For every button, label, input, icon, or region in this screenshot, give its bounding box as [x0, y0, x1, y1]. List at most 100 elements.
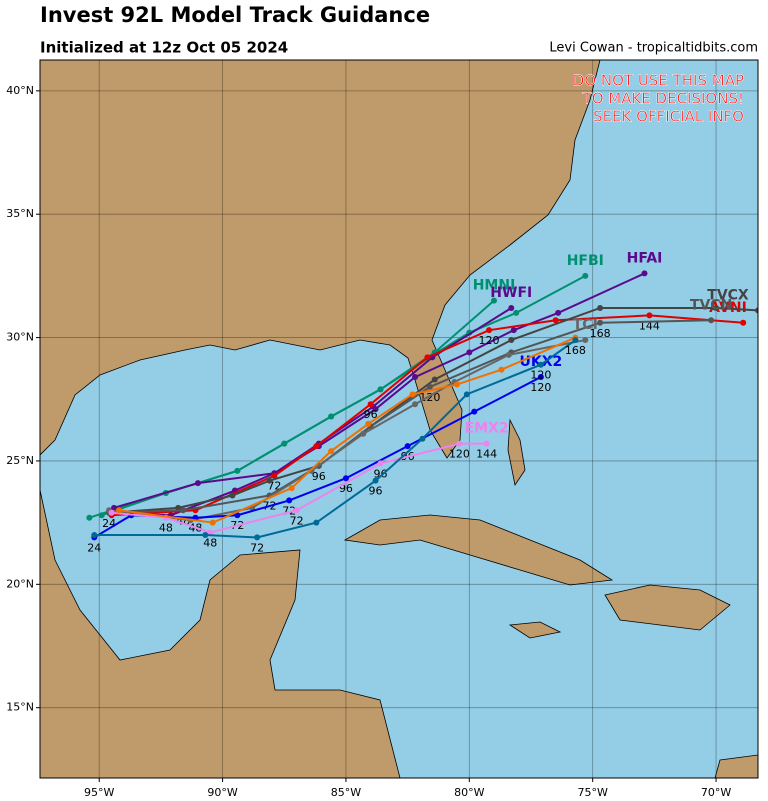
- track-point: [483, 440, 490, 447]
- track-point: [463, 391, 470, 398]
- model-name: HMNI: [473, 278, 516, 294]
- track-point: [328, 413, 335, 420]
- y-tick-label: 25°N: [6, 454, 34, 467]
- track-point: [91, 531, 98, 538]
- hour-label: 96: [373, 467, 387, 480]
- land: [40, 60, 758, 778]
- x-tick-label: 95°W: [84, 786, 114, 799]
- track-point: [229, 492, 236, 499]
- hour-label: 144: [476, 448, 497, 461]
- track-point: [755, 307, 758, 314]
- hour-label: 48: [203, 536, 217, 549]
- hour-label: 96: [312, 470, 326, 483]
- track-point: [234, 467, 241, 474]
- track-point: [254, 534, 261, 541]
- title: Invest 92L Model Track Guidance: [40, 3, 430, 27]
- track-point: [281, 440, 288, 447]
- track-point: [111, 504, 118, 511]
- hour-label: 72: [282, 504, 296, 517]
- track-point: [582, 272, 589, 279]
- track-point: [293, 507, 300, 514]
- track-point: [597, 319, 604, 326]
- track-point: [513, 309, 520, 316]
- hour-label: 120: [449, 448, 470, 461]
- track-point: [377, 460, 384, 467]
- track-point: [508, 337, 515, 344]
- x-tick-label: 80°W: [454, 786, 484, 799]
- track-point: [209, 519, 216, 526]
- hour-label: 120: [530, 381, 551, 394]
- y-tick-label: 40°N: [6, 84, 34, 97]
- track-point: [582, 337, 589, 344]
- hour-label: 120: [419, 391, 440, 404]
- track-point: [266, 477, 273, 484]
- y-tick-label: 20°N: [6, 577, 34, 590]
- y-tick-label: 35°N: [6, 207, 34, 220]
- track-point: [572, 337, 579, 344]
- track-point: [409, 391, 416, 398]
- track-point: [372, 477, 379, 484]
- track-point: [288, 485, 295, 492]
- frame: [39, 59, 759, 779]
- track-point: [424, 354, 431, 361]
- track-point: [471, 408, 478, 415]
- track-point: [412, 374, 419, 381]
- warning: DO NOT USE THIS MAP: [573, 72, 744, 90]
- y-tick-label: 15°N: [6, 701, 34, 714]
- track-point: [453, 381, 460, 388]
- model-name: TVCX: [707, 287, 749, 303]
- hour-label: 168: [590, 327, 611, 340]
- hour-label: 96: [364, 408, 378, 421]
- track-point: [597, 304, 604, 311]
- track-point: [510, 327, 517, 334]
- x-tick-label: 70°W: [701, 786, 731, 799]
- track-point: [552, 317, 559, 324]
- track-point: [537, 361, 544, 368]
- hour-label: 96: [369, 485, 383, 498]
- hour-label: 72: [250, 541, 264, 554]
- track-point: [313, 519, 320, 526]
- model-name: HWFI: [490, 285, 532, 301]
- hour-label: 24: [87, 541, 101, 554]
- track-line: [111, 314, 744, 517]
- track-point: [708, 317, 715, 324]
- track-point: [286, 497, 293, 504]
- track-point: [202, 531, 209, 538]
- hour-label: 120: [479, 334, 500, 347]
- track-point: [641, 270, 648, 277]
- credit: Levi Cowan - tropicaltidbits.com: [549, 41, 758, 56]
- track-point: [194, 480, 201, 487]
- hour-label: 120: [530, 369, 551, 382]
- track-point: [713, 304, 720, 311]
- track-point: [404, 443, 411, 450]
- y-tick-label: 30°N: [6, 331, 34, 344]
- track-point: [740, 319, 747, 326]
- track-point: [234, 512, 241, 519]
- track-point: [365, 420, 372, 427]
- model-name: EMX2: [465, 421, 509, 437]
- track-point: [377, 386, 384, 393]
- track-point: [456, 440, 463, 447]
- hour-label: 72: [290, 514, 304, 527]
- track-point: [207, 529, 214, 536]
- warning: TO MAKE DECISIONS!: [582, 90, 744, 108]
- track-point: [367, 401, 374, 408]
- track-point: [360, 430, 367, 437]
- x-tick-label: 90°W: [207, 786, 237, 799]
- model-name: HFBI: [567, 253, 604, 269]
- track-point: [646, 312, 653, 319]
- track-point: [508, 304, 515, 311]
- model-name: TVCN: [690, 297, 732, 313]
- warning: SEEK OFFICIAL INFO: [593, 108, 744, 126]
- model-name: TCI: [573, 317, 598, 333]
- track-point: [342, 475, 349, 482]
- subtitle: Initialized at 12z Oct 05 2024: [40, 39, 288, 57]
- track-point: [175, 504, 182, 511]
- hour-label: 96: [339, 482, 353, 495]
- track-point: [115, 507, 122, 514]
- track-point: [505, 351, 512, 358]
- track-point: [419, 435, 426, 442]
- track-point: [555, 309, 562, 316]
